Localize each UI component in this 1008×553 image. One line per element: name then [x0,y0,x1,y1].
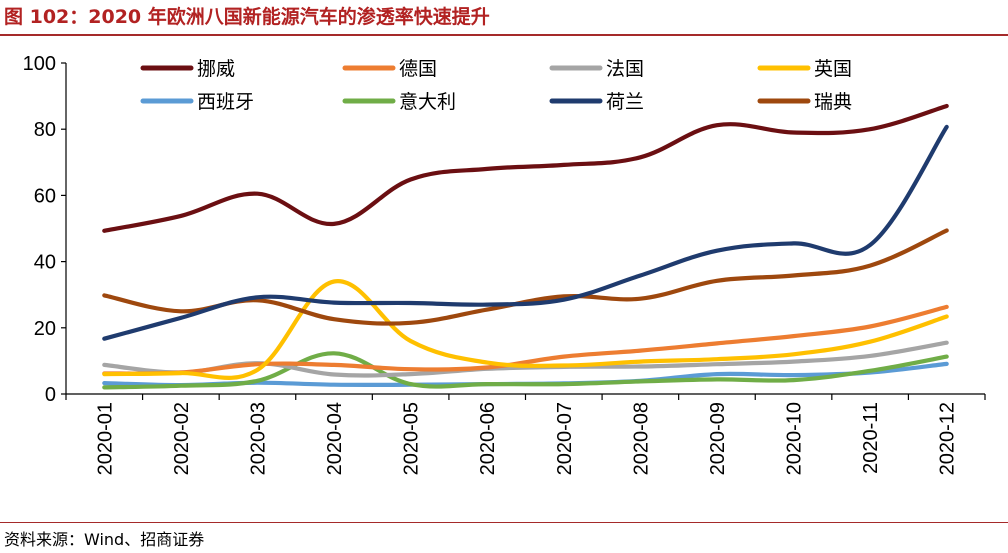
source-divider [0,522,1008,523]
legend-label: 瑞典 [814,91,852,113]
y-tick-label: 100 [23,53,56,75]
y-tick-label: 0 [45,384,56,406]
x-tick-label: 2020-11 [860,402,882,474]
x-tick-label: 2020-04 [324,402,346,475]
series-line-4 [102,279,949,380]
chart-axes: 0 20 40 60 80 100 2020-01 2020-02 2020-03 2020-04… [23,53,986,475]
legend-label: 挪威 [197,58,235,80]
legend-label: 德国 [399,58,437,80]
figure-title: 图 102：2020 年欧洲八国新能源汽车的渗透率快速提升 [4,6,490,28]
legend-label: 荷兰 [606,91,644,113]
x-tick-label: 2020-05 [401,402,423,475]
x-tick-label: 2020-06 [477,402,499,475]
legend-label: 意大利 [399,91,456,113]
series-line-2 [102,304,949,376]
x-tick-label: 2020-09 [707,402,729,475]
title-divider [0,34,1008,36]
series-line-8 [102,228,949,326]
y-tick-label: 40 [34,252,56,274]
series-line-1 [102,103,949,233]
x-tick-label: 2020-01 [94,402,116,475]
x-tick-label: 2020-02 [171,402,193,475]
series-lines [102,103,949,390]
y-tick-label: 20 [34,318,56,340]
series-line-7 [102,124,949,341]
x-tick-label: 2020-08 [630,402,652,475]
x-tick-label: 2020-07 [554,402,576,475]
legend-label: 西班牙 [197,91,254,113]
legend-label: 英国 [814,58,852,80]
legend-label: 法国 [606,58,644,80]
line-chart: 0 20 40 60 80 100 2020-01 2020-02 2020-03 2020-04… [23,53,986,475]
y-tick-label: 80 [34,119,56,141]
x-tick-label: 2020-12 [937,402,959,475]
source-note: 资料来源：Wind、招商证券 [4,530,205,549]
series-line-3 [102,340,949,378]
series-line-6 [102,351,949,390]
x-tick-label: 2020-03 [247,402,269,475]
x-tick-label: 2020-10 [784,402,806,475]
y-tick-label: 60 [34,185,56,207]
